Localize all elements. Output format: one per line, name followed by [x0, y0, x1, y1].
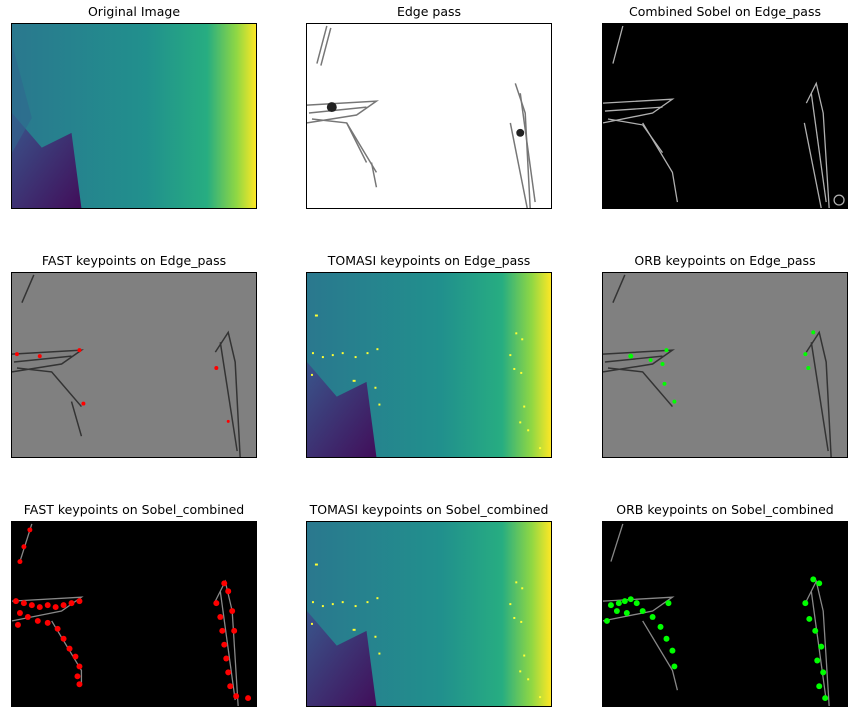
panel-title: TOMASI keypoints on Sobel_combined — [309, 502, 549, 517]
image-frame — [306, 23, 552, 209]
panel-orb-edge: ORB keypoints on Edge_pass — [602, 253, 848, 458]
tomasi-sobel-image — [307, 522, 551, 706]
image-frame — [306, 521, 552, 707]
original-image-viridis — [12, 24, 256, 208]
panel-title: Combined Sobel on Edge_pass — [628, 4, 821, 19]
fast-edge-image — [12, 273, 256, 457]
image-frame — [306, 272, 552, 458]
panel-title: ORB keypoints on Edge_pass — [634, 253, 816, 268]
panel-edge-pass: Edge pass — [306, 4, 552, 209]
panel-title: FAST keypoints on Sobel_combined — [23, 502, 245, 517]
orb-edge-image — [603, 273, 847, 457]
fast-keypoints — [12, 527, 252, 702]
panel-title: ORB keypoints on Sobel_combined — [616, 502, 834, 517]
panel-orb-sobel: ORB keypoints on Sobel_combined — [602, 502, 848, 707]
fast-sobel-image — [12, 522, 256, 706]
orb-sobel-image — [603, 522, 847, 706]
image-frame — [11, 521, 257, 707]
image-frame — [11, 272, 257, 458]
orb-keypoints — [628, 330, 816, 404]
fast-keypoints — [14, 348, 230, 423]
tomasi-keypoints — [310, 314, 542, 450]
edge-pass-image — [307, 24, 551, 208]
tomasi-keypoints — [310, 563, 542, 699]
panel-fast-sobel: FAST keypoints on Sobel_combined — [11, 502, 257, 707]
panel-title: FAST keypoints on Edge_pass — [41, 253, 227, 268]
panel-combined-sobel: Combined Sobel on Edge_pass — [602, 4, 848, 209]
image-frame — [602, 23, 848, 209]
tomasi-edge-image — [307, 273, 551, 457]
panel-title: Edge pass — [396, 4, 462, 19]
panel-title: Original Image — [87, 4, 181, 19]
orb-keypoints — [603, 576, 829, 702]
panel-tomasi-edge: TOMASI keypoints on Edge_pass — [306, 253, 552, 458]
panel-tomasi-sobel: TOMASI keypoints on Sobel_combined — [306, 502, 552, 707]
image-frame — [11, 23, 257, 209]
sobel-image — [603, 24, 847, 208]
panel-fast-edge: FAST keypoints on Edge_pass — [11, 253, 257, 458]
image-frame — [602, 521, 848, 707]
panel-original-image: Original Image — [11, 4, 257, 209]
panel-title: TOMASI keypoints on Edge_pass — [327, 253, 531, 268]
image-frame — [602, 272, 848, 458]
